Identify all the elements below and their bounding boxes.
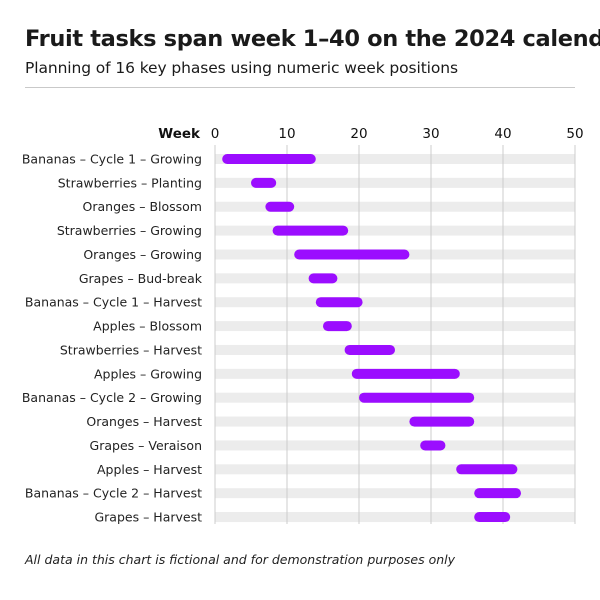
task-bar [265,201,295,212]
task-bar [344,344,395,355]
row-track [215,297,575,308]
category-label: Grapes – Harvest [94,510,202,525]
category-label: Bananas – Cycle 1 – Growing [22,152,202,167]
row-track [215,512,575,523]
task-bar [323,321,352,332]
category-label: Bananas – Cycle 2 – Growing [22,390,202,405]
task-bar [420,440,446,451]
category-label: Strawberries – Growing [57,223,202,238]
title-divider [25,87,575,88]
task-bar [272,225,349,236]
category-label: Bananas – Cycle 1 – Harvest [25,295,202,310]
x-tick-label: 20 [350,126,367,142]
row-track [215,225,575,236]
row-track [215,416,575,427]
row-track [215,177,575,188]
category-label: Strawberries – Harvest [60,342,202,357]
row-track [215,440,575,451]
task-bar [251,177,277,188]
x-tick-label: 50 [566,126,583,142]
category-label: Apples – Harvest [97,462,202,477]
category-label: Oranges – Growing [83,247,202,262]
task-bar [474,512,511,523]
task-bar [359,392,475,403]
category-label: Oranges – Blossom [83,199,202,214]
chart-subtitle: Planning of 16 key phases using numeric … [25,59,458,77]
task-bar [456,464,518,475]
x-tick-label: 30 [422,126,439,142]
task-bar [351,368,460,379]
category-label: Strawberries – Planting [58,175,202,190]
category-label: Grapes – Bud-break [79,271,203,286]
x-tick-label: 10 [278,126,295,142]
footnote: All data in this chart is fictional and … [25,552,456,567]
row-track [215,488,575,499]
task-bar [308,273,338,284]
task-bar [315,297,363,308]
task-bar [222,154,316,164]
category-label: Apples – Growing [94,366,202,381]
row-track [215,201,575,212]
task-bar [294,249,410,260]
category-label: Grapes – Veraison [90,438,202,453]
chart-title: Fruit tasks span week 1–40 on the 2024 c… [25,26,600,52]
x-tick-label: 0 [211,126,220,142]
task-bar [409,416,475,427]
category-label: Oranges – Harvest [86,414,202,429]
row-track [215,464,575,475]
x-tick-label: 40 [494,126,511,142]
task-bar [474,488,521,499]
x-axis-label: Week [158,126,201,142]
category-label: Apples – Blossom [93,319,202,334]
category-label: Bananas – Cycle 2 – Harvest [25,486,202,501]
row-track [215,273,575,284]
row-track [215,154,575,164]
row-track [215,321,575,332]
